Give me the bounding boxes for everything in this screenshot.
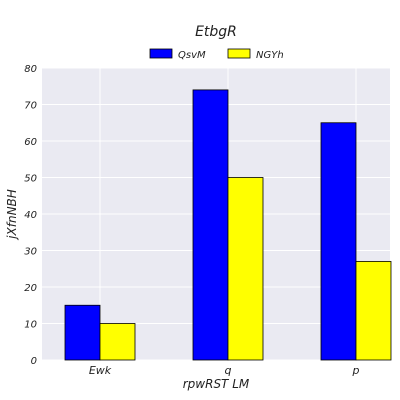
y-tick-label: 30 xyxy=(24,247,37,258)
bar-NGYh-Ewk xyxy=(99,323,136,361)
bar-QsvM-Ewk xyxy=(64,304,101,361)
y-axis-label: jXfnNBH xyxy=(5,189,19,241)
legend-swatch-QsvM xyxy=(149,48,173,59)
y-tick-label: 80 xyxy=(24,64,37,75)
y-axis-ticks: 0 10 20 30 40 50 60 70 80 xyxy=(24,64,37,367)
x-tick-label: Ewk xyxy=(89,364,112,377)
legend: QsvM NGYh xyxy=(149,48,284,61)
legend-label-NGYh: NGYh xyxy=(256,50,284,61)
x-tick-label: p xyxy=(352,364,360,377)
bar-QsvM-p xyxy=(320,122,357,361)
y-tick-label: 40 xyxy=(24,210,37,221)
y-tick-label: 70 xyxy=(24,101,37,112)
y-tick-label: 0 xyxy=(31,356,37,367)
bar-QsvM-q xyxy=(192,89,229,361)
legend-label-QsvM: QsvM xyxy=(178,50,206,61)
y-tick-label: 10 xyxy=(24,320,37,331)
y-tick-label: 60 xyxy=(24,137,37,148)
y-tick-label: 50 xyxy=(24,174,37,185)
bar-NGYh-p xyxy=(355,261,392,361)
bar-NGYh-q xyxy=(227,177,264,361)
legend-swatch-NGYh xyxy=(227,48,251,59)
x-axis-ticks: Ewk q p xyxy=(89,364,360,377)
x-tick-label: q xyxy=(225,364,232,377)
bars xyxy=(64,89,392,361)
x-axis-label: rpwRST LM xyxy=(183,377,250,391)
y-tick-label: 20 xyxy=(24,283,37,294)
chart-title: EtbgR xyxy=(195,24,237,40)
